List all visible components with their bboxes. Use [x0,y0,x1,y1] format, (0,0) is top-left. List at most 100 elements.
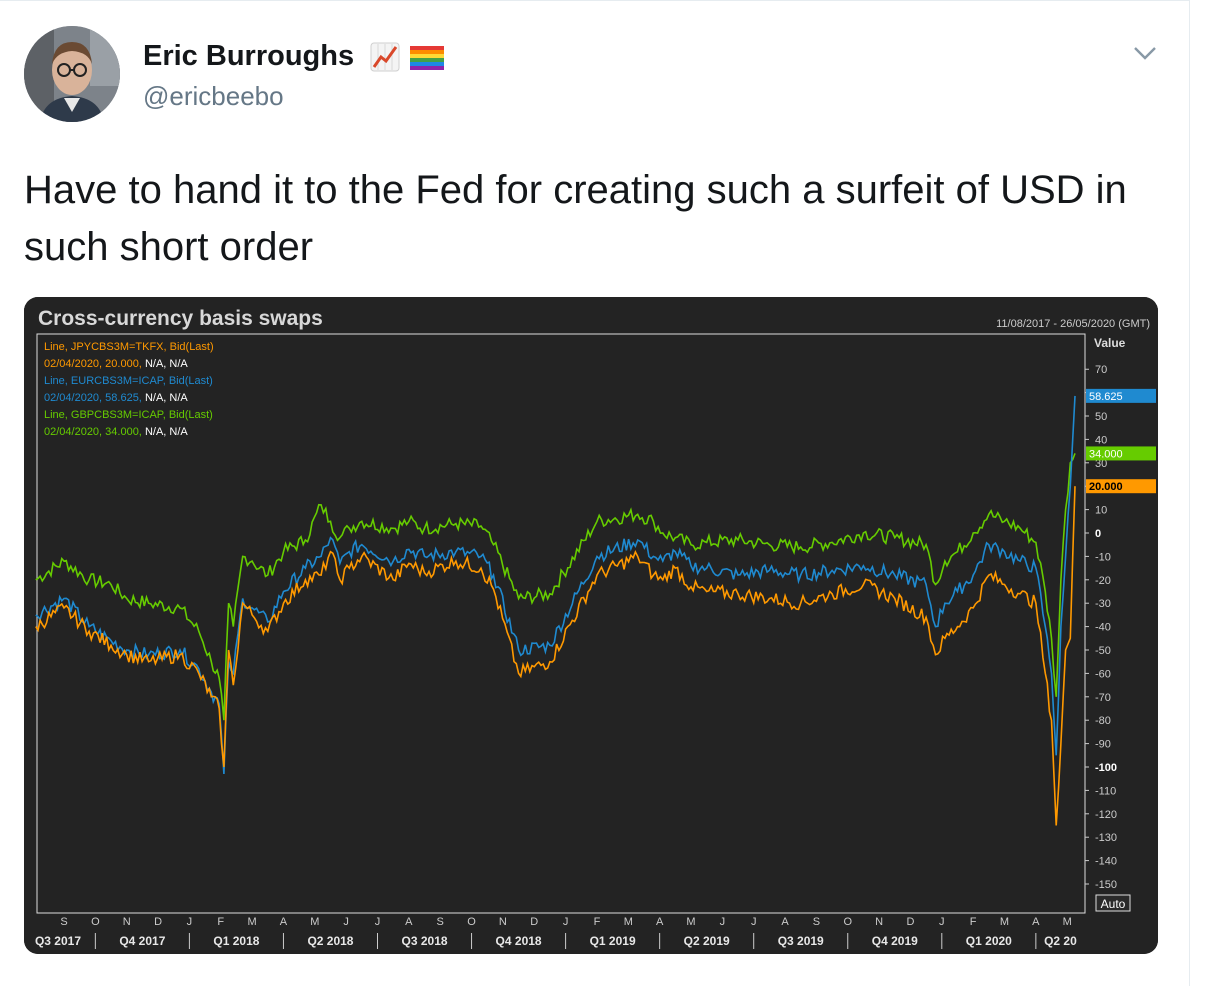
x-quarter-label: Q4 2019 [872,934,918,948]
author-badges [370,42,444,72]
y-tick-label: -120 [1095,809,1117,821]
x-month-label: N [875,916,883,928]
x-month-label: S [60,916,67,928]
x-quarter-label: Q2 2019 [684,934,730,948]
x-month-label: S [813,916,820,928]
chevron-down-icon[interactable] [1130,40,1160,66]
x-month-label: N [123,916,131,928]
y-tick-label: -150 [1095,879,1117,891]
y-tick-label: 70 [1095,364,1107,376]
series-line-JPYCBS3M=TKFX [35,486,1076,826]
x-month-label: J [187,916,193,928]
legend-series-line: Line, GBPCBS3M=ICAP, Bid(Last) [44,409,213,421]
x-month-label: D [530,916,538,928]
x-month-label: O [91,916,100,928]
value-tag-label-GBPCBS3M=ICAP: 34.000 [1089,448,1123,460]
y-axis-title: Value [1094,336,1126,350]
legend-value-line: 02/04/2020, 58.625, N/A, N/A [44,392,188,404]
y-tick-label: -80 [1095,715,1111,727]
x-month-label: F [970,916,977,928]
x-quarter-label: Q2 20 [1044,934,1077,948]
x-quarter-label: Q4 2018 [496,934,542,948]
x-month-label: M [248,916,257,928]
y-tick-label: -40 [1095,622,1111,634]
series-line-EURCBS3M=ICAP [35,395,1076,775]
x-quarter-label: Q4 2017 [119,934,165,948]
x-month-label: S [437,916,444,928]
value-tag-GBPCBS3M=ICAP [1086,446,1156,461]
x-month-label: J [375,916,381,928]
x-quarter-label: Q1 2018 [213,934,259,948]
x-month-label: A [781,916,789,928]
value-tag-JPYCBS3M=TKFX [1086,479,1156,494]
y-tick-label: 30 [1095,458,1107,470]
value-tag-EURCBS3M=ICAP [1086,388,1156,403]
x-month-label: O [843,916,852,928]
x-month-label: A [1032,916,1040,928]
auto-scale-label: Auto [1101,897,1126,911]
y-tick-label: -110 [1095,785,1116,797]
y-tick-label: 0 [1095,528,1101,540]
x-axis: S O N D J F M A M J J A S O N D J F M A M J J A S O N D J F M A M Q3 2017… [35,916,1077,949]
card-top-border [0,0,1190,1]
chart-date-range: 11/08/2017 - 26/05/2020 (GMT) [996,318,1150,330]
x-month-label: N [499,916,507,928]
legend-series-line: Line, EURCBS3M=ICAP, Bid(Last) [44,375,213,387]
y-tick-label: -100 [1095,762,1117,774]
x-month-label: M [1063,916,1072,928]
x-month-label: M [1000,916,1009,928]
x-month-label: D [154,916,162,928]
y-tick-label: -70 [1095,692,1111,704]
y-tick-label: -60 [1095,668,1111,680]
chart-increasing-emoji [370,42,400,72]
card-right-border [1189,0,1190,986]
legend-value-line: 02/04/2020, 34.000, N/A, N/A [44,426,188,438]
x-month-label: O [467,916,476,928]
author-handle[interactable]: @ericbeebo [143,81,284,111]
x-month-label: F [217,916,224,928]
x-month-label: F [594,916,601,928]
value-tag-label-JPYCBS3M=TKFX: 20.000 [1089,481,1123,493]
y-tick-label: -50 [1095,645,1111,657]
x-quarter-label: Q2 2018 [307,934,353,948]
x-month-label: M [310,916,319,928]
chart-background [24,297,1158,954]
author-name[interactable]: Eric Burroughs [143,40,355,72]
y-tick-label: -140 [1095,856,1117,868]
chart: Cross-currency basis swaps 11/08/2017 - … [24,297,1158,954]
y-tick-label: 10 [1095,505,1107,517]
x-quarter-label: Q1 2020 [966,934,1012,948]
x-month-label: J [751,916,757,928]
avatar[interactable] [24,26,120,122]
series-line-GBPCBS3M=ICAP [35,453,1076,721]
x-month-label: J [563,916,569,928]
chart-title: Cross-currency basis swaps [38,307,323,330]
x-quarter-label: Q1 2019 [590,934,636,948]
x-month-label: M [624,916,633,928]
rainbow-flag-emoji [410,46,444,70]
x-month-label: A [280,916,288,928]
y-tick-label: 50 [1095,411,1107,423]
y-tick-label: -10 [1095,551,1111,563]
x-month-label: J [720,916,726,928]
y-tick-label: 40 [1095,434,1107,446]
x-month-label: A [405,916,413,928]
auto-scale-button[interactable] [1095,894,1131,912]
y-tick-label: -130 [1095,832,1117,844]
legend-value-line: 02/04/2020, 20.000, N/A, N/A [44,358,188,370]
x-quarter-label: Q3 2017 [35,934,81,948]
y-tick-label: -90 [1095,739,1111,751]
x-month-label: D [906,916,914,928]
y-axis: 70 50 40 30 10 0 -10 -20 -30 -40 -50 -60 -70 -80 -90 -1… [1084,334,1117,913]
tweet-image[interactable]: Cross-currency basis swaps 11/08/2017 - … [24,297,1158,954]
x-quarter-label: Q3 2019 [778,934,824,948]
x-month-label: J [343,916,349,928]
y-tick-label: -20 [1095,575,1111,587]
tweet-text: Have to hand it to the Fed for creating … [24,168,1127,269]
chart-legend: Line, JPYCBS3M=TKFX, Bid(Last) 02/04/2020… [44,341,214,438]
legend-series-line: Line, JPYCBS3M=TKFX, Bid(Last) [44,341,214,353]
x-quarter-label: Q3 2018 [402,934,448,948]
value-tag-label-EURCBS3M=ICAP: 58.625 [1089,391,1123,403]
x-month-label: M [686,916,695,928]
series-group [35,395,1076,826]
